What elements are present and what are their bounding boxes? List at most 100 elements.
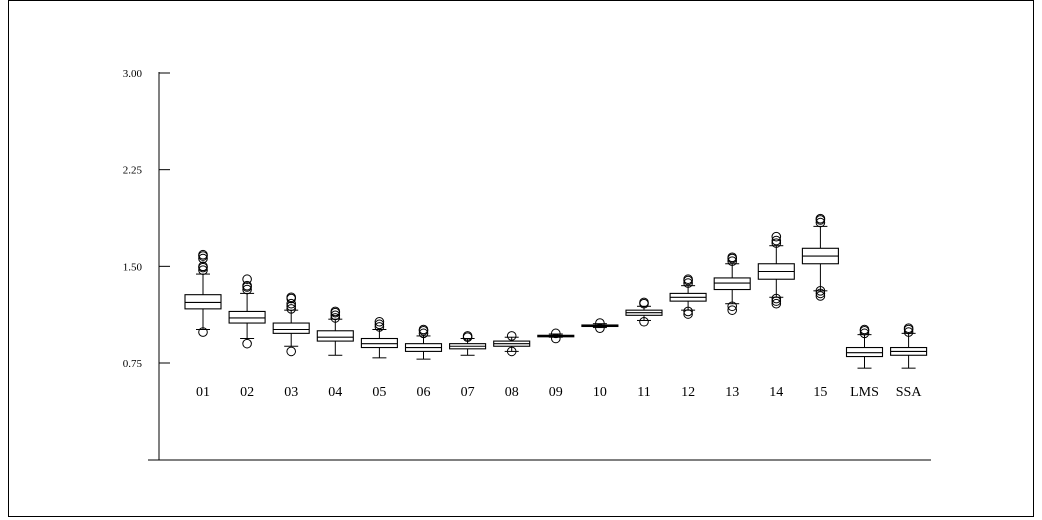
category-label: 11 <box>637 385 650 400</box>
category-label: 05 <box>372 385 386 400</box>
outlier-point <box>815 288 826 299</box>
box-iqr <box>845 346 884 358</box>
box-iqr <box>228 310 266 324</box>
box-plot-01 <box>184 249 222 337</box>
box-plot-08 <box>493 331 531 357</box>
box-plot-06 <box>404 324 443 360</box>
outlier-point <box>815 286 826 296</box>
outlier-point <box>903 327 914 337</box>
category-label: 07 <box>461 385 475 400</box>
box-plot-05 <box>360 316 398 359</box>
box-iqr <box>272 322 310 334</box>
category-label: 14 <box>769 385 783 400</box>
y-ticks: 0.75 1.50 2.25 3.00 <box>123 68 170 370</box>
outlier-point <box>727 305 738 315</box>
category-label: 10 <box>593 385 607 400</box>
outlier-point <box>683 306 693 317</box>
outlier-point <box>418 324 429 335</box>
outlier-point <box>462 331 473 341</box>
outlier-point <box>771 298 782 309</box>
box-iqr <box>184 294 222 310</box>
box-plot-03 <box>272 292 310 357</box>
category-label: 01 <box>196 385 210 400</box>
outlier-point <box>771 293 782 304</box>
outlier-point <box>374 316 385 327</box>
box-plot-04 <box>316 306 354 356</box>
outlier-point <box>198 249 208 260</box>
outlier-point <box>242 284 252 295</box>
category-label: 13 <box>725 385 739 400</box>
box-iqr <box>713 277 751 291</box>
category-label: 06 <box>417 385 431 400</box>
y-tick-label: 1.50 <box>123 261 143 273</box>
box-plot-07 <box>449 331 487 356</box>
outlier-point <box>286 298 297 309</box>
outlier-point <box>242 338 252 349</box>
outlier-point <box>330 310 341 321</box>
outlier-point <box>330 313 341 323</box>
outlier-point <box>506 346 517 357</box>
outlier-point <box>903 323 914 334</box>
box-plot-02 <box>228 274 266 349</box>
category-label: 09 <box>549 385 563 400</box>
outlier-point <box>727 301 738 312</box>
box-plot-LMS <box>845 324 884 369</box>
outlier-point <box>242 280 252 291</box>
outlier-point <box>683 278 693 288</box>
outlier-point <box>198 253 208 264</box>
box-plot-SSA <box>890 323 928 369</box>
outlier-point <box>727 256 738 266</box>
box-iqr <box>360 337 398 349</box>
outlier-point <box>198 261 208 272</box>
box-plot-10 <box>581 318 619 334</box>
box-plot-09 <box>537 328 575 344</box>
outlier-point <box>815 217 826 228</box>
outlier-point <box>551 333 561 344</box>
category-label: 15 <box>813 385 827 400</box>
outlier-point <box>595 323 605 334</box>
outlier-point <box>374 322 385 332</box>
outlier-point <box>859 324 870 335</box>
outlier-point <box>198 327 208 337</box>
outlier-point <box>286 304 297 314</box>
figure-border <box>8 0 1034 517</box>
category-label: SSA <box>896 385 923 400</box>
box-plot-12 <box>669 274 707 319</box>
y-tick-label: 3.00 <box>123 68 143 80</box>
box-plots <box>184 213 928 369</box>
outlier-point <box>198 265 208 276</box>
outlier-point <box>683 309 693 319</box>
category-label: 12 <box>681 385 695 400</box>
outlier-point <box>286 292 297 303</box>
outlier-point <box>595 318 605 328</box>
outlier-point <box>727 252 738 263</box>
box-plot-14 <box>757 231 795 309</box>
outlier-point <box>815 291 826 301</box>
box-iqr <box>316 330 354 342</box>
outlier-point <box>242 274 252 285</box>
box-plot-13 <box>713 252 751 315</box>
outlier-point <box>859 328 870 339</box>
outlier-point <box>506 331 517 341</box>
category-label: 04 <box>328 385 342 400</box>
outlier-point <box>551 328 561 339</box>
box-plot-11 <box>625 297 663 327</box>
outlier-point <box>771 296 782 306</box>
outlier-point <box>418 328 429 339</box>
outlier-point <box>815 213 826 224</box>
category-labels: 01 02 03 04 05 06 07 08 09 10 11 12 13 14 15 LMS SSA <box>196 385 922 400</box>
y-tick-label: 2.25 <box>123 165 143 177</box>
category-label: 03 <box>284 385 298 400</box>
outlier-point <box>330 306 341 317</box>
outlier-point <box>286 346 297 357</box>
outlier-point <box>771 231 782 242</box>
outlier-point <box>683 274 693 285</box>
outlier-point <box>374 319 385 330</box>
outlier-point <box>639 297 649 308</box>
category-label: 02 <box>240 385 254 400</box>
outlier-point <box>639 316 649 327</box>
box-plot-15 <box>801 213 839 301</box>
outlier-point <box>771 238 782 248</box>
y-tick-label: 0.75 <box>123 358 143 370</box>
